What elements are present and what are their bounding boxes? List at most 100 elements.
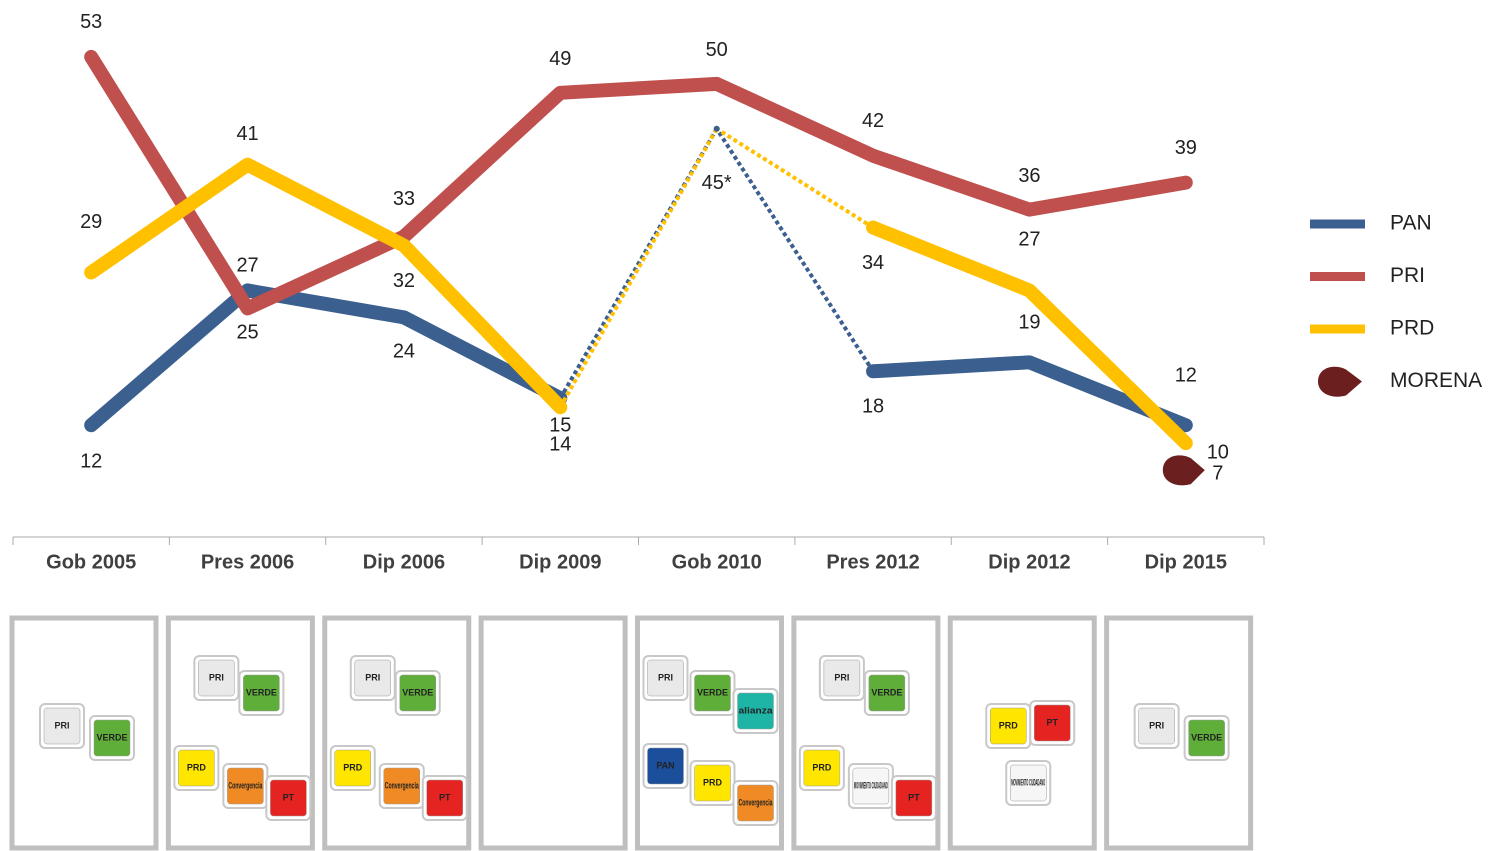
party-logo: PRI (193, 655, 240, 701)
x-tick-label: Dip 2012 (988, 551, 1070, 573)
party-logo-body (354, 659, 391, 697)
party-logo: PRI (39, 703, 85, 749)
party-logo-body (647, 747, 684, 785)
party-logo-label: PRD (812, 762, 832, 772)
party-logo: Convergencia (222, 763, 269, 809)
party-logo: PRD (798, 745, 845, 791)
legend-label: PRI (1390, 264, 1425, 287)
party-logo: PRD (985, 703, 1032, 749)
x-tick-label: Dip 2015 (1145, 551, 1227, 573)
party-logo-body (823, 659, 861, 697)
party-logo-body (803, 749, 841, 787)
x-tick-label: Gob 2010 (672, 551, 762, 573)
party-logo-body (694, 674, 731, 712)
party-logo-body (852, 767, 890, 805)
data-label: 27 (236, 255, 258, 277)
party-logo: PT (265, 775, 312, 821)
party-logo-label: VERDE (246, 687, 277, 697)
x-tick-label: Pres 2006 (201, 551, 294, 573)
party-logo-label: MOVIMIENTO CIUDADANO (1011, 777, 1045, 787)
party-logo-label: PRD (703, 777, 723, 787)
party-logo-body (990, 707, 1027, 745)
party-logo-body (1010, 764, 1047, 802)
data-label: 12 (1175, 364, 1197, 386)
legend-label: PRD (1390, 317, 1434, 340)
party-logo: PRI (349, 655, 396, 701)
party-logo: PT (890, 775, 937, 821)
party-logo-body (399, 674, 436, 712)
party-logo: VERDE (89, 715, 135, 761)
series-line (866, 220, 1193, 451)
party-logo: PRI (1133, 703, 1180, 749)
party-logo-body (178, 749, 215, 787)
alliance-connector (715, 127, 875, 230)
data-label: 15 (549, 415, 571, 437)
party-logo-label: VERDE (1191, 732, 1222, 742)
party-logo-label: PRD (343, 762, 363, 772)
party-logo-body (93, 719, 131, 757)
party-logo-body (868, 674, 906, 712)
party-logo: MOVIMIENTO CIUDADANO (847, 763, 894, 809)
party-logo-label: Convergencia (739, 797, 774, 807)
data-label: 24 (393, 341, 415, 363)
data-label: 10 (1207, 441, 1229, 463)
party-logo: PRI (642, 655, 689, 701)
party-logo-label: PT (439, 792, 451, 802)
series-line (866, 355, 1193, 433)
alliance-label: 45* (702, 172, 732, 194)
alliance-connector (558, 127, 719, 409)
party-logo-body (383, 767, 420, 805)
data-label: 42 (862, 110, 884, 132)
data-label: 49 (549, 48, 571, 70)
data-label: 41 (236, 123, 258, 145)
party-logo-body (1034, 704, 1071, 742)
party-logo: VERDE (238, 670, 285, 716)
party-logo: Convergencia (732, 780, 779, 826)
party-logo-body (737, 692, 774, 730)
x-tick-label: Dip 2009 (519, 551, 601, 573)
party-logo-body (43, 707, 81, 745)
party-logo: VERDE (1183, 715, 1230, 761)
party-logo: PT (421, 775, 468, 821)
party-logo: PAN (642, 743, 689, 789)
data-label: 36 (1018, 165, 1040, 187)
party-logo: PT (1029, 700, 1076, 746)
party-logo-label: Convergencia (228, 780, 263, 790)
party-logo-label: PRI (365, 672, 380, 682)
party-logo-label: VERDE (402, 687, 433, 697)
party-logo: PRD (173, 745, 220, 791)
party-logo-body (647, 659, 684, 697)
party-logo: PRI (818, 655, 865, 701)
data-label: 29 (80, 211, 102, 233)
morena-point (1162, 455, 1205, 486)
series-line (84, 157, 568, 415)
party-logo-body (694, 764, 731, 802)
data-label: 50 (706, 39, 728, 61)
party-logo: VERDE (863, 670, 910, 716)
data-label: 25 (236, 322, 258, 344)
party-logo-label: VERDE (96, 732, 127, 742)
party-logo-label: VERDE (697, 687, 728, 697)
party-logo: PRD (689, 760, 736, 806)
party-logo-body (895, 779, 933, 817)
party-logo-label: PT (1046, 717, 1058, 727)
party-logo-label: PT (908, 792, 920, 802)
legend-label: MORENA (1390, 369, 1482, 392)
party-logo-label: PRI (54, 720, 69, 730)
party-logo-label: alianza (739, 705, 774, 715)
x-tick-label: Dip 2006 (363, 551, 445, 573)
party-logo-label: PRI (834, 672, 849, 682)
x-tick-label: Pres 2012 (826, 551, 919, 573)
data-label: 12 (80, 450, 102, 472)
series-line (84, 49, 1193, 316)
party-logo: PRD (329, 745, 376, 791)
party-logo-body (737, 784, 774, 822)
alliance-connector (715, 127, 875, 373)
data-label: 34 (862, 252, 884, 274)
party-logo: VERDE (689, 670, 736, 716)
party-logo-label: PT (283, 792, 295, 802)
data-label: 53 (80, 11, 102, 33)
party-logo-label: PRD (999, 720, 1019, 730)
party-logo: Convergencia (378, 763, 425, 809)
party-logo-body (426, 779, 463, 817)
